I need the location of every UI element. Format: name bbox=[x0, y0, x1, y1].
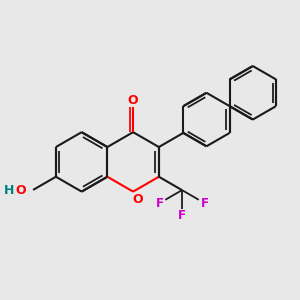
Text: F: F bbox=[200, 196, 208, 210]
Text: O: O bbox=[128, 94, 138, 107]
Text: O: O bbox=[132, 193, 143, 206]
Text: O: O bbox=[15, 184, 26, 197]
Text: F: F bbox=[156, 196, 164, 210]
Text: H: H bbox=[4, 184, 14, 197]
Text: F: F bbox=[178, 209, 186, 223]
